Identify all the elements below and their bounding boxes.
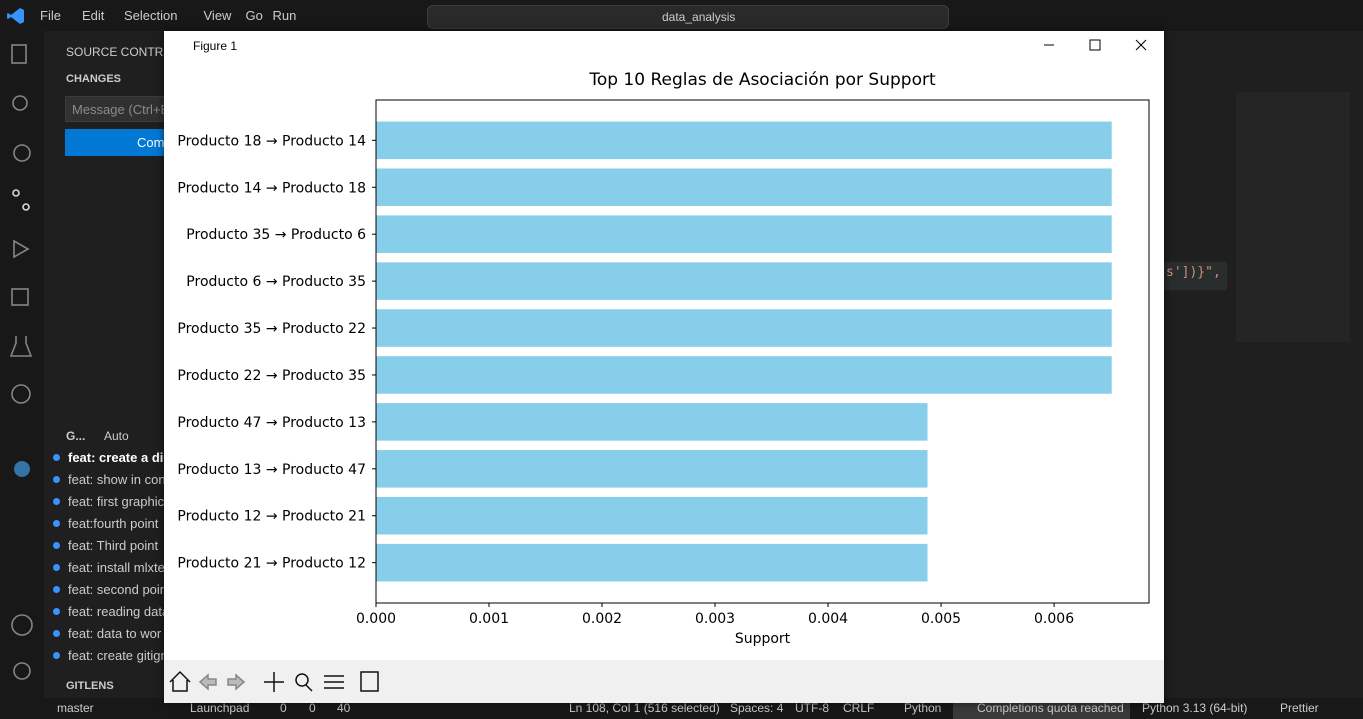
x-tick-label: 0.004 <box>808 611 848 627</box>
commit-item[interactable]: feat: Third point <box>68 538 159 553</box>
x-tick-label: 0.003 <box>695 611 735 627</box>
commit-dot <box>53 520 60 527</box>
commit-dot <box>53 542 60 549</box>
commit-message-input[interactable]: Message (Ctrl+E <box>65 96 177 122</box>
commit-label: Com <box>137 135 165 150</box>
menu-item[interactable]: View <box>203 8 232 23</box>
commit-item[interactable]: feat: create gitign <box>68 648 168 663</box>
minimap <box>1236 92 1350 342</box>
menu-item[interactable]: Edit <box>82 8 105 23</box>
activity-bar <box>0 31 44 698</box>
chart: Top 10 Reglas de Asociación por Support S… <box>177 70 1150 647</box>
y-tick-label: Producto 22 → Producto 35 <box>177 368 366 384</box>
menu-item[interactable]: File <box>40 8 61 23</box>
figure-window: Figure 1 Top 10 Reglas de Asociación por… <box>164 31 1164 703</box>
command-center[interactable]: data_analysis <box>427 5 949 29</box>
y-tick-label: Producto 12 → Producto 21 <box>177 509 366 525</box>
commit-dot <box>53 630 60 637</box>
gitlens-header[interactable]: GITLENS <box>66 680 114 692</box>
figure-title-bar: Figure 1 <box>164 31 1164 60</box>
commit-dot <box>53 498 60 505</box>
branch[interactable]: master <box>57 701 94 715</box>
commit-dot <box>53 586 60 593</box>
y-tick-label: Producto 47 → Producto 13 <box>177 415 366 431</box>
commit-dot <box>53 476 60 483</box>
menu-item[interactable]: Go <box>245 8 263 23</box>
commit-item[interactable]: feat: data to wor <box>68 626 162 641</box>
bar <box>376 215 1112 253</box>
vscode-logo <box>7 8 24 24</box>
commit-dot <box>53 652 60 659</box>
commit-item[interactable]: feat: show in con <box>68 472 166 487</box>
x-tick-label: 0.005 <box>921 611 961 627</box>
figure-toolbar <box>164 660 1164 703</box>
commit-item[interactable]: feat: reading data <box>68 604 170 619</box>
commit-item[interactable]: feat:fourth point <box>68 516 159 531</box>
x-tick-label: 0.006 <box>1034 611 1074 627</box>
encoding[interactable]: UTF-8 <box>795 701 829 715</box>
graph-header[interactable]: G... <box>66 429 86 443</box>
copilot-status[interactable]: Completions quota reached <box>953 698 1130 719</box>
launchpad[interactable]: Launchpad <box>190 701 250 715</box>
bar <box>376 496 928 535</box>
bar <box>376 168 1112 207</box>
axes-frame <box>375 99 1150 604</box>
graph-mode[interactable]: Auto <box>104 429 129 443</box>
bar <box>376 356 1112 394</box>
figure-title: Figure 1 <box>193 39 238 53</box>
y-tick-label: Producto 6 → Producto 35 <box>186 274 366 290</box>
y-tick-label: Producto 35 → Producto 6 <box>186 227 366 243</box>
sidebar-title: SOURCE CONTROL <box>66 45 180 59</box>
status-bar: master Launchpad 0 0 40 Ln 108, Col 1 (5… <box>0 698 1363 719</box>
bar <box>376 309 1112 347</box>
bar <box>376 543 928 582</box>
commit-dot <box>53 564 60 571</box>
changes-header[interactable]: CHANGES <box>66 73 122 85</box>
errors[interactable]: 0 <box>280 701 287 715</box>
chart-title: Top 10 Reglas de Asociación por Support <box>588 70 936 90</box>
y-tick-label: Producto 14 → Producto 18 <box>177 180 366 196</box>
commit-button[interactable]: Com <box>65 129 175 156</box>
commit-item[interactable]: feat: install mlxte <box>68 560 165 575</box>
y-tick-label: Producto 13 → Producto 47 <box>177 462 366 478</box>
y-tick-label: Producto 35 → Producto 22 <box>177 321 366 337</box>
menu-item[interactable]: Run <box>272 8 297 23</box>
y-tick-label: Producto 21 → Producto 12 <box>177 556 366 572</box>
bar <box>376 121 1112 160</box>
activity-icons <box>9 44 33 680</box>
commit-dot <box>53 608 60 615</box>
quota-text: Completions quota reached <box>977 701 1124 715</box>
cursor-position[interactable]: Ln 108, Col 1 (516 selected) <box>569 701 720 715</box>
formatter[interactable]: Prettier <box>1280 701 1319 715</box>
line-ending[interactable]: CRLF <box>843 701 875 715</box>
placeholder: Message (Ctrl+E <box>72 102 170 117</box>
commit-dot <box>53 454 60 461</box>
warnings[interactable]: 0 <box>309 701 316 715</box>
window-controls[interactable] <box>1034 31 1164 60</box>
bar <box>376 403 928 441</box>
x-axis-label: Support <box>735 631 791 647</box>
bar <box>376 450 928 488</box>
interpreter[interactable]: Python 3.13 (64-bit) <box>1142 701 1248 715</box>
bar <box>376 262 1112 300</box>
x-tick-label: 0.002 <box>582 611 622 627</box>
x-tick-label: 0.001 <box>469 611 509 627</box>
search-text: data_analysis <box>662 10 736 24</box>
commit-item[interactable]: feat: second poin <box>68 582 168 597</box>
indentation[interactable]: Spaces: 4 <box>730 701 784 715</box>
title-bar: File Edit Selection View Go Run data_analysis <box>0 0 1363 31</box>
menu-item[interactable]: Selection <box>124 8 178 23</box>
ports[interactable]: 40 <box>337 701 351 715</box>
code-fragment: s'])}", <box>1160 262 1227 290</box>
commit-item[interactable]: feat: first graphic <box>68 494 165 509</box>
toolbar-buttons[interactable] <box>164 660 394 703</box>
commit-item[interactable]: feat: create a dis <box>68 450 171 465</box>
x-tick-label: 0.000 <box>356 611 396 627</box>
y-tick-label: Producto 18 → Producto 14 <box>177 133 366 149</box>
language-mode[interactable]: Python <box>904 701 942 715</box>
